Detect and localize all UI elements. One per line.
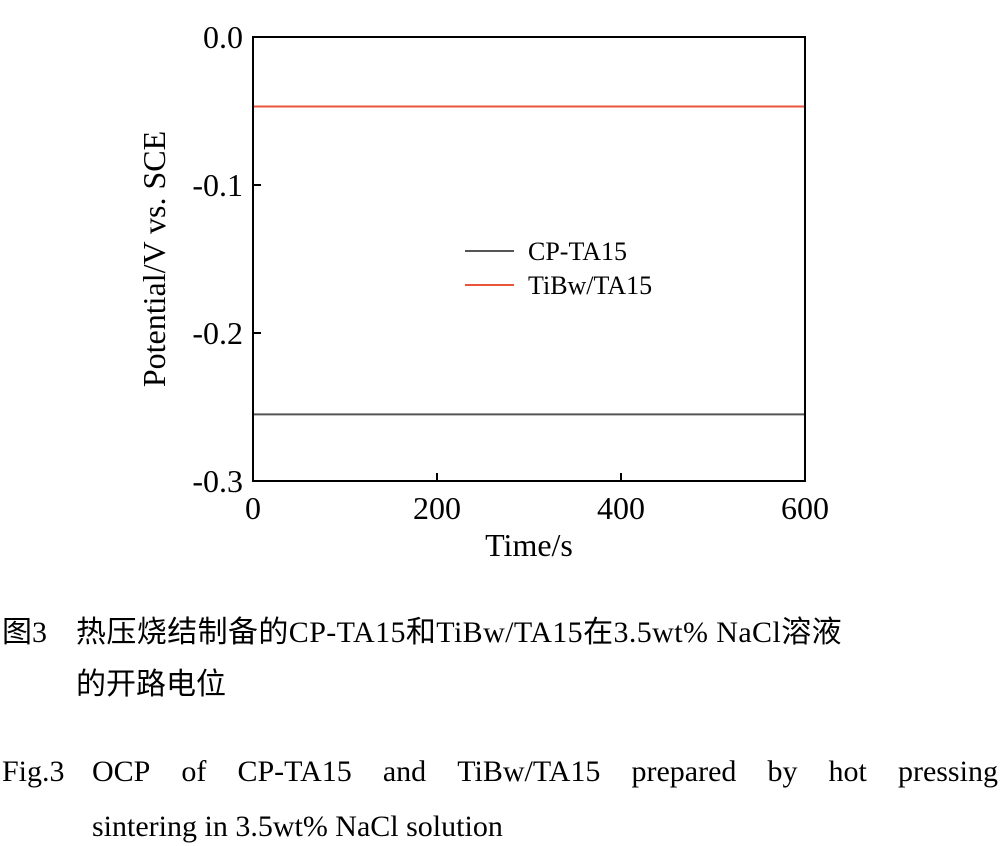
y-tick-label: -0.3 [192,463,243,499]
ocp-chart: 0 200 400 600 0.0 -0.1 -0.2 -0.3 CP-TA15 TiBw/TA… [136,19,829,563]
y-tick-label: 0.0 [203,19,243,55]
caption-word: prepared [631,755,737,788]
caption-cn-label: 图3 [2,616,47,649]
caption-word: TiBw/TA15 [457,755,601,788]
caption-word: pressing [897,755,998,788]
caption-en-text-cont: sintering in 3.5wt% NaCl solution [92,810,503,843]
legend: CP-TA15 TiBw/TA15 [465,237,652,300]
caption-word: CP-TA15 [237,755,352,788]
legend-label: TiBw/TA15 [528,271,652,300]
caption-word: OCP [92,755,151,788]
caption-word: and [382,755,427,788]
y-axis-label: Potential/V vs. SCE [136,131,172,387]
caption-cn-text: 热压烧结制备的CP-TA15和TiBw/TA15在3.5wt% NaCl溶液 [76,616,842,649]
x-axis-label: Time/s [485,527,573,563]
x-tick-label: 200 [413,490,461,526]
caption-cn-text-cont: 的开路电位 [76,668,226,701]
caption-en-label: Fig.3 [2,755,65,788]
caption-en-text: OCP of CP-TA15 and TiBw/TA15 prepared by hot pre… [92,755,998,789]
caption-word: hot [828,755,867,788]
legend-label: CP-TA15 [528,237,627,266]
x-tick-label: 400 [597,490,645,526]
x-tick-label: 0 [245,490,261,526]
caption-word: by [767,755,798,788]
x-tick-label: 600 [781,490,829,526]
y-tick-label: -0.1 [192,167,243,203]
caption-word: of [181,755,207,788]
y-tick-label: -0.2 [192,315,243,351]
plot-frame [252,36,806,482]
